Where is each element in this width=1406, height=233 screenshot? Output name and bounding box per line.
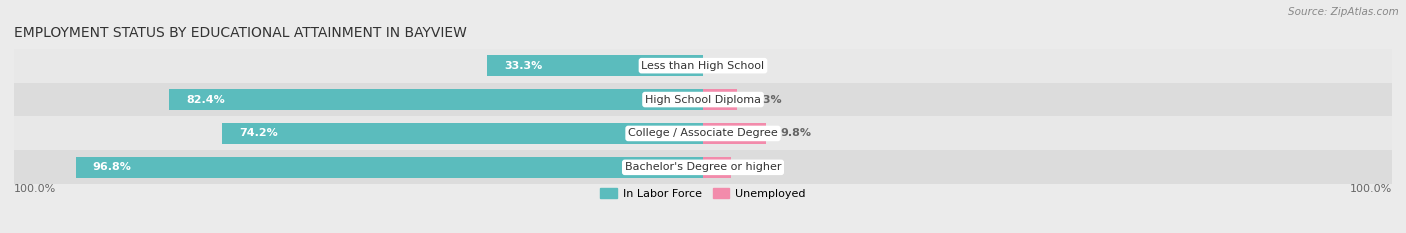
Text: 33.3%: 33.3%	[503, 61, 543, 71]
Bar	[14, 150, 1392, 184]
Text: EMPLOYMENT STATUS BY EDUCATIONAL ATTAINMENT IN BAYVIEW: EMPLOYMENT STATUS BY EDUCATIONAL ATTAINM…	[14, 27, 467, 41]
Text: 82.4%: 82.4%	[186, 95, 225, 105]
Text: College / Associate Degree: College / Associate Degree	[628, 128, 778, 138]
Text: Less than High School: Less than High School	[641, 61, 765, 71]
Text: 9.8%: 9.8%	[780, 128, 811, 138]
Text: Bachelor's Degree or higher: Bachelor's Degree or higher	[624, 162, 782, 172]
Bar	[703, 157, 731, 178]
Text: 0.0%: 0.0%	[717, 61, 748, 71]
Text: 100.0%: 100.0%	[1350, 184, 1392, 194]
Text: Source: ZipAtlas.com: Source: ZipAtlas.com	[1288, 7, 1399, 17]
Text: 96.8%: 96.8%	[93, 162, 132, 172]
Text: 4.4%: 4.4%	[745, 162, 776, 172]
Bar	[703, 123, 766, 144]
Bar	[169, 89, 703, 110]
Text: High School Diploma: High School Diploma	[645, 95, 761, 105]
Text: 5.3%: 5.3%	[751, 95, 782, 105]
Bar	[222, 123, 703, 144]
Bar	[14, 49, 1392, 83]
Bar	[488, 55, 703, 76]
Legend: In Labor Force, Unemployed: In Labor Force, Unemployed	[596, 184, 810, 203]
Bar	[14, 83, 1392, 116]
Text: 100.0%: 100.0%	[14, 184, 56, 194]
Bar	[14, 116, 1392, 150]
Bar	[76, 157, 703, 178]
Bar	[703, 89, 737, 110]
Text: 74.2%: 74.2%	[239, 128, 278, 138]
